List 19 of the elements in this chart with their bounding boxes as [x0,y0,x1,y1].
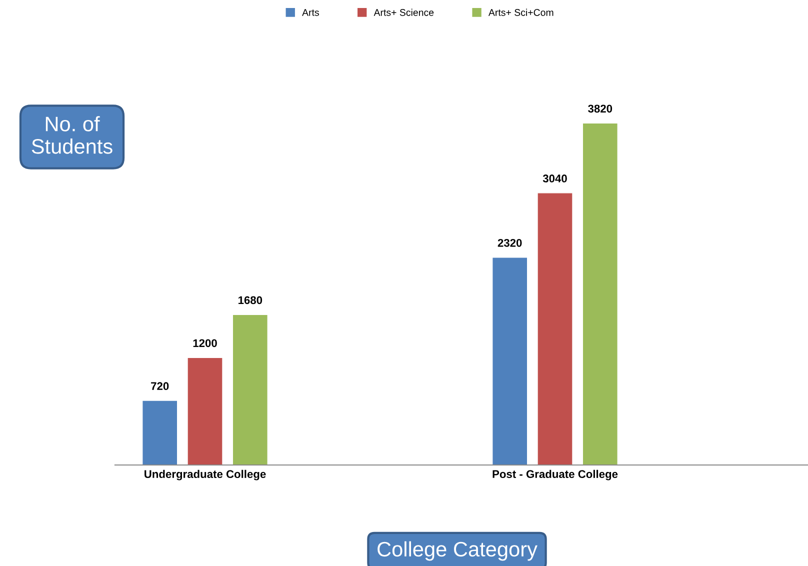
legend-label: Arts+ Science [374,8,434,16]
data-label: 2320 [498,238,522,247]
x-axis-title: College Category [378,541,538,561]
bar [537,192,573,465]
data-label: 3820 [588,104,612,113]
bar [492,257,528,465]
bar [187,357,223,465]
data-label: 1200 [193,339,217,348]
data-label: 1680 [238,296,262,304]
y-axis-title: No. of Students [32,116,112,154]
data-label: 3040 [542,174,567,182]
x-tick-label: Post - Graduate College [492,470,618,480]
x-tick-label: Undergraduate College [144,470,266,480]
bar [582,122,618,465]
data-label: 720 [151,382,169,390]
legend-label: Arts [302,9,319,16]
legend-label: Arts+ Sci+Com [488,8,554,16]
bar [232,314,268,465]
bar [142,400,178,465]
